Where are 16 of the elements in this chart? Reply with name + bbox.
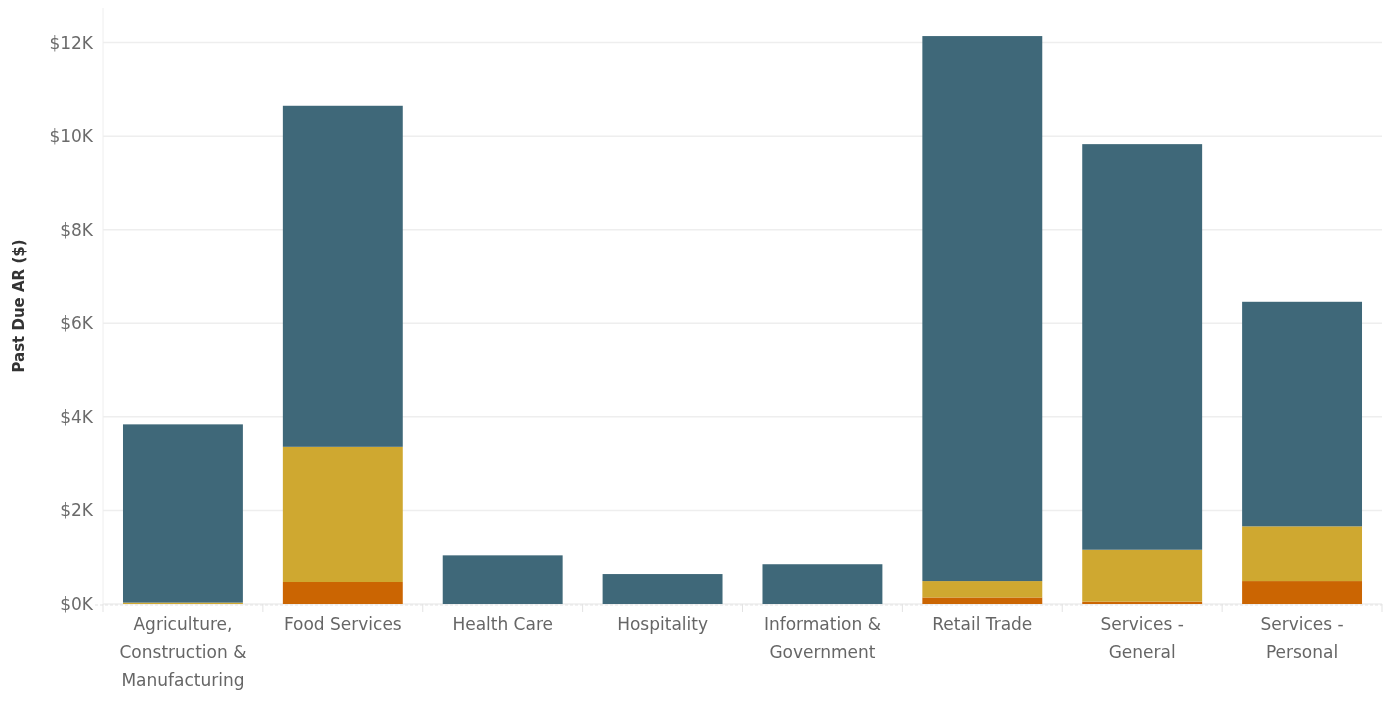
x-tick-label: Health Care [452,614,553,634]
x-tick-label: Hospitality [617,614,708,634]
y-axis-title: Past Due AR ($) [10,239,28,373]
x-tick-label: Retail Trade [932,614,1033,634]
x-tick-label: Information & Government [763,614,881,662]
x-tick-label: Services - Personal [1260,614,1344,662]
x-tick-label: Agriculture, Construction & Manufacturing [119,614,247,690]
y-tick-label: $12K [49,32,94,53]
x-tick-label: Food Services [283,614,402,634]
y-tick-label: $4K [60,406,94,427]
y-tick-label: $8K [60,219,94,240]
y-tick-label: $0K [60,593,94,614]
x-tick-label: Services - General [1100,614,1184,662]
y-tick-label: $6K [60,313,94,334]
y-tick-label: $10K [49,126,94,147]
y-tick-label: $2K [60,500,94,521]
